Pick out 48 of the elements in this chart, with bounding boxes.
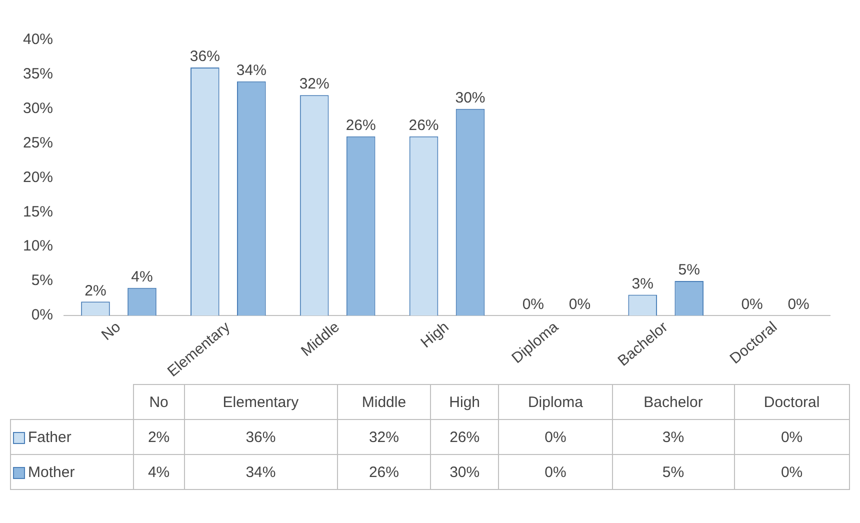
category-label: No (149, 394, 168, 410)
y-tick-label: 35% (22, 66, 54, 83)
data-label: 0% (734, 454, 850, 490)
text: 5% (678, 262, 700, 279)
data-label: 0% (734, 420, 850, 454)
data-label: 5% (612, 454, 734, 490)
data-label: 4% (134, 454, 184, 490)
category-label: High (449, 394, 480, 410)
text: 0% (741, 296, 763, 314)
text: 3% (632, 275, 654, 292)
x-tick-label: High (418, 318, 452, 352)
data-label: 3% (612, 420, 734, 454)
data-label: 36% (184, 420, 338, 454)
text: 4% (131, 268, 153, 286)
legend-label: Father (10, 420, 134, 454)
y-tick-label: 20% (22, 168, 54, 186)
data-label: 0% (498, 420, 612, 454)
text: 0% (568, 296, 591, 314)
text: 30% (455, 90, 486, 106)
category-label: Doctoral (764, 394, 820, 410)
y-tick-label: 25% (22, 134, 54, 152)
data-label: 30% (430, 454, 499, 490)
y-tick-label: 15% (22, 203, 54, 220)
category-label: Middle (362, 394, 406, 410)
text: 26% (346, 117, 376, 134)
data-label: 0% (498, 454, 612, 490)
text: 26% (408, 117, 439, 134)
y-tick-label: 5% (31, 272, 54, 290)
y-tick-label: 30% (22, 100, 54, 117)
text: 0% (522, 296, 544, 314)
y-tick-label: 40% (22, 31, 54, 48)
text: 0% (788, 296, 810, 314)
text: 34% (236, 62, 266, 79)
x-tick-label: No (98, 318, 124, 344)
category-label: Elementary (222, 394, 299, 410)
category-label: Diploma (528, 394, 583, 410)
data-label: 26% (337, 454, 431, 490)
text: 32% (299, 76, 330, 93)
y-tick-label: 10% (22, 238, 54, 255)
data-label: 2% (134, 420, 184, 454)
category-label: Bachelor (644, 394, 703, 410)
text: 2% (84, 282, 106, 300)
data-label: 34% (184, 454, 338, 490)
data-label: 32% (337, 420, 431, 454)
text: 36% (190, 48, 220, 66)
legend-label: Mother (10, 454, 134, 490)
data-label: 26% (430, 420, 499, 454)
y-tick-label: 0% (31, 306, 54, 324)
